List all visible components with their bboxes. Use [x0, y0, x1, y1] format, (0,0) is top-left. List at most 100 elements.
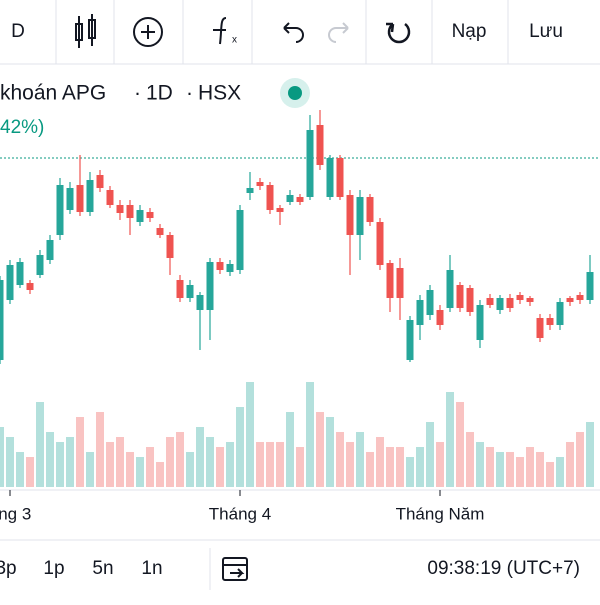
- candle-body: [436, 310, 444, 325]
- candle-body: [266, 185, 274, 210]
- candle-body: [416, 300, 424, 325]
- range-button[interactable]: 5n: [92, 558, 113, 579]
- legend-dot: ·: [134, 82, 141, 105]
- clock[interactable]: 09:38:19 (UTC+7): [427, 558, 580, 579]
- candle-body: [26, 283, 34, 290]
- candle-body: [6, 265, 14, 300]
- volume-bar: [496, 452, 504, 487]
- legend-dot: ·: [186, 82, 193, 105]
- volume-bar: [556, 457, 564, 487]
- candle-body: [556, 302, 564, 325]
- volume-bar: [186, 452, 194, 487]
- range-button[interactable]: 1p: [43, 558, 64, 579]
- candle-body: [226, 264, 234, 272]
- candle-body: [476, 305, 484, 340]
- candle-body: [306, 130, 314, 197]
- volume-bar: [196, 427, 204, 487]
- candle-body: [286, 195, 294, 202]
- volume-bar: [206, 437, 214, 487]
- candle-body: [116, 205, 124, 213]
- save-button[interactable]: Lưu: [529, 21, 563, 42]
- candle-body: [326, 158, 334, 197]
- volume-bar: [316, 412, 324, 487]
- candle-body: [236, 210, 244, 270]
- candle-body: [146, 212, 154, 218]
- candle-body: [316, 125, 324, 165]
- volume-bar: [536, 452, 544, 487]
- range-button[interactable]: 3p: [0, 558, 17, 579]
- candle-body: [496, 298, 504, 310]
- volume-bar: [146, 447, 154, 487]
- legend-change: 42%): [0, 117, 44, 138]
- candle-body: [426, 290, 434, 315]
- x-tick-label: Tháng Năm: [396, 504, 485, 523]
- candle-body: [366, 197, 374, 222]
- volume-bar: [346, 442, 354, 487]
- candle-body: [206, 262, 214, 310]
- volume-bar: [306, 382, 314, 487]
- candle-body: [176, 280, 184, 298]
- volume-bar: [126, 452, 134, 487]
- volume-bar: [516, 457, 524, 487]
- candle-body: [406, 320, 414, 360]
- volume-bar: [376, 437, 384, 487]
- volume-bar: [356, 432, 364, 487]
- candle-body: [456, 285, 464, 308]
- candle-body: [516, 295, 524, 300]
- volume-bar: [6, 437, 14, 487]
- volume-bar: [546, 462, 554, 487]
- volume-bar: [46, 432, 54, 487]
- volume-bar: [66, 437, 74, 487]
- candle-body: [166, 235, 174, 258]
- toolbar-icons[interactable]: [75, 14, 411, 48]
- candle-body: [536, 318, 544, 338]
- volume-bar: [486, 447, 494, 487]
- volume-bar: [246, 382, 254, 487]
- volume-bar: [326, 417, 334, 487]
- legend-interval: 1D: [146, 82, 173, 105]
- date-icon[interactable]: [222, 557, 248, 581]
- candle-body: [586, 272, 594, 300]
- range-button[interactable]: 1n: [141, 558, 162, 579]
- candle-body: [546, 318, 554, 325]
- candle-body: [386, 263, 394, 298]
- fx-sub: x: [232, 35, 237, 46]
- candle-body: [446, 270, 454, 308]
- candle-body: [216, 262, 224, 270]
- volume-bar: [96, 412, 104, 487]
- candle-body: [506, 298, 514, 308]
- volume-bar: [566, 442, 574, 487]
- volume-bar: [0, 427, 4, 487]
- legend-symbol: khoán APG: [0, 82, 106, 105]
- candle-body: [136, 210, 144, 222]
- load-button[interactable]: Nạp: [452, 21, 487, 42]
- volume-bar: [296, 447, 304, 487]
- volume-bar: [396, 447, 404, 487]
- volume-bar: [116, 437, 124, 487]
- volume-bar: [276, 442, 284, 487]
- candle-body: [56, 185, 64, 235]
- volume-bar: [506, 452, 514, 487]
- status-dot[interactable]: [288, 86, 302, 100]
- interval-button[interactable]: D: [11, 21, 25, 42]
- volume-bar: [416, 447, 424, 487]
- volume-bar: [586, 422, 594, 487]
- volume-bar: [36, 402, 44, 487]
- x-tick-label: áng 3: [0, 504, 31, 523]
- legend-exchange: HSX: [198, 82, 241, 105]
- candle-body: [486, 298, 494, 305]
- volume-bar: [406, 457, 414, 487]
- candle-body: [76, 185, 84, 212]
- volume-bar: [176, 432, 184, 487]
- volume-bar: [256, 442, 264, 487]
- volume-bar: [226, 442, 234, 487]
- candle-body: [346, 195, 354, 235]
- volume-bar: [156, 462, 164, 487]
- candle-body: [36, 255, 44, 275]
- candle-body: [396, 268, 404, 298]
- candle-body: [156, 228, 164, 235]
- volume-bar: [426, 422, 434, 487]
- candle-body: [86, 180, 94, 212]
- volume-bar: [436, 442, 444, 487]
